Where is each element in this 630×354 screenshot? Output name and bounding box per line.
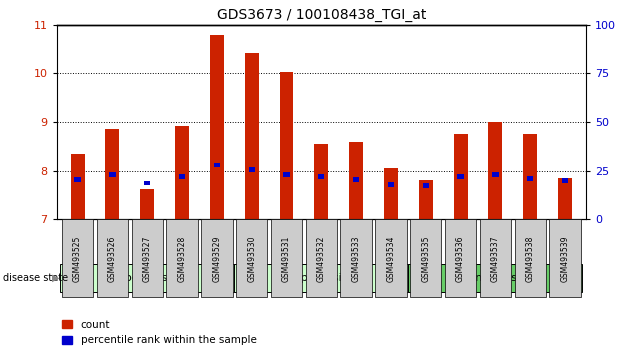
Text: GSM493537: GSM493537 [491,235,500,282]
FancyBboxPatch shape [340,219,372,297]
Bar [488,122,502,219]
Bar [492,172,498,177]
Bar [388,182,394,187]
Bar [280,73,294,219]
Bar [423,183,429,188]
Bar [140,189,154,219]
Text: GSM493539: GSM493539 [561,235,570,282]
Text: hypertension: hypertension [110,273,184,283]
Text: GSM493535: GSM493535 [421,235,430,282]
Text: GSM493532: GSM493532 [317,235,326,282]
FancyBboxPatch shape [62,219,93,297]
Text: normotension: normotension [457,273,534,283]
FancyBboxPatch shape [132,219,163,297]
Text: GSM493536: GSM493536 [456,235,465,282]
Text: GSM493531: GSM493531 [282,235,291,282]
FancyBboxPatch shape [97,219,128,297]
Bar [318,174,324,179]
Title: GDS3673 / 100108438_TGI_at: GDS3673 / 100108438_TGI_at [217,8,426,22]
Bar [558,178,572,219]
Bar [210,35,224,219]
Bar [349,142,363,219]
Text: GSM493529: GSM493529 [212,235,221,282]
Bar [284,172,290,177]
FancyBboxPatch shape [408,263,582,292]
Bar [524,134,537,219]
Bar [384,169,398,219]
FancyBboxPatch shape [236,219,267,297]
Bar [527,176,534,181]
FancyBboxPatch shape [201,219,232,297]
Bar [71,154,84,219]
FancyBboxPatch shape [549,219,581,297]
Bar [454,134,467,219]
Text: GSM493538: GSM493538 [525,235,535,282]
FancyBboxPatch shape [271,219,302,297]
Text: GSM493525: GSM493525 [73,235,82,282]
FancyBboxPatch shape [306,219,337,297]
Bar [105,130,119,219]
FancyBboxPatch shape [410,219,442,297]
Bar [562,178,568,183]
Text: GSM493527: GSM493527 [143,235,152,282]
FancyBboxPatch shape [445,219,476,297]
FancyBboxPatch shape [234,263,408,292]
Bar [314,144,328,219]
Legend: count, percentile rank within the sample: count, percentile rank within the sample [62,320,256,345]
Bar [74,177,81,182]
Text: GSM493526: GSM493526 [108,235,117,282]
Text: GSM493534: GSM493534 [386,235,396,282]
Bar [419,179,433,219]
Bar [109,172,115,177]
Bar [175,126,189,219]
Text: ▶: ▶ [52,273,60,283]
Text: GSM493528: GSM493528 [178,235,186,281]
FancyBboxPatch shape [60,263,234,292]
Text: GSM493533: GSM493533 [352,235,360,282]
Bar [244,53,259,219]
Bar [214,162,220,167]
Bar [457,174,464,179]
FancyBboxPatch shape [515,219,546,297]
Bar [144,181,151,185]
FancyBboxPatch shape [166,219,198,297]
Text: disease state: disease state [3,273,68,283]
Bar [179,174,185,179]
Bar [353,177,359,182]
Text: GSM493530: GSM493530 [247,235,256,282]
Text: hypotension: hypotension [287,273,355,283]
Bar [248,167,255,172]
FancyBboxPatch shape [375,219,406,297]
FancyBboxPatch shape [479,219,511,297]
